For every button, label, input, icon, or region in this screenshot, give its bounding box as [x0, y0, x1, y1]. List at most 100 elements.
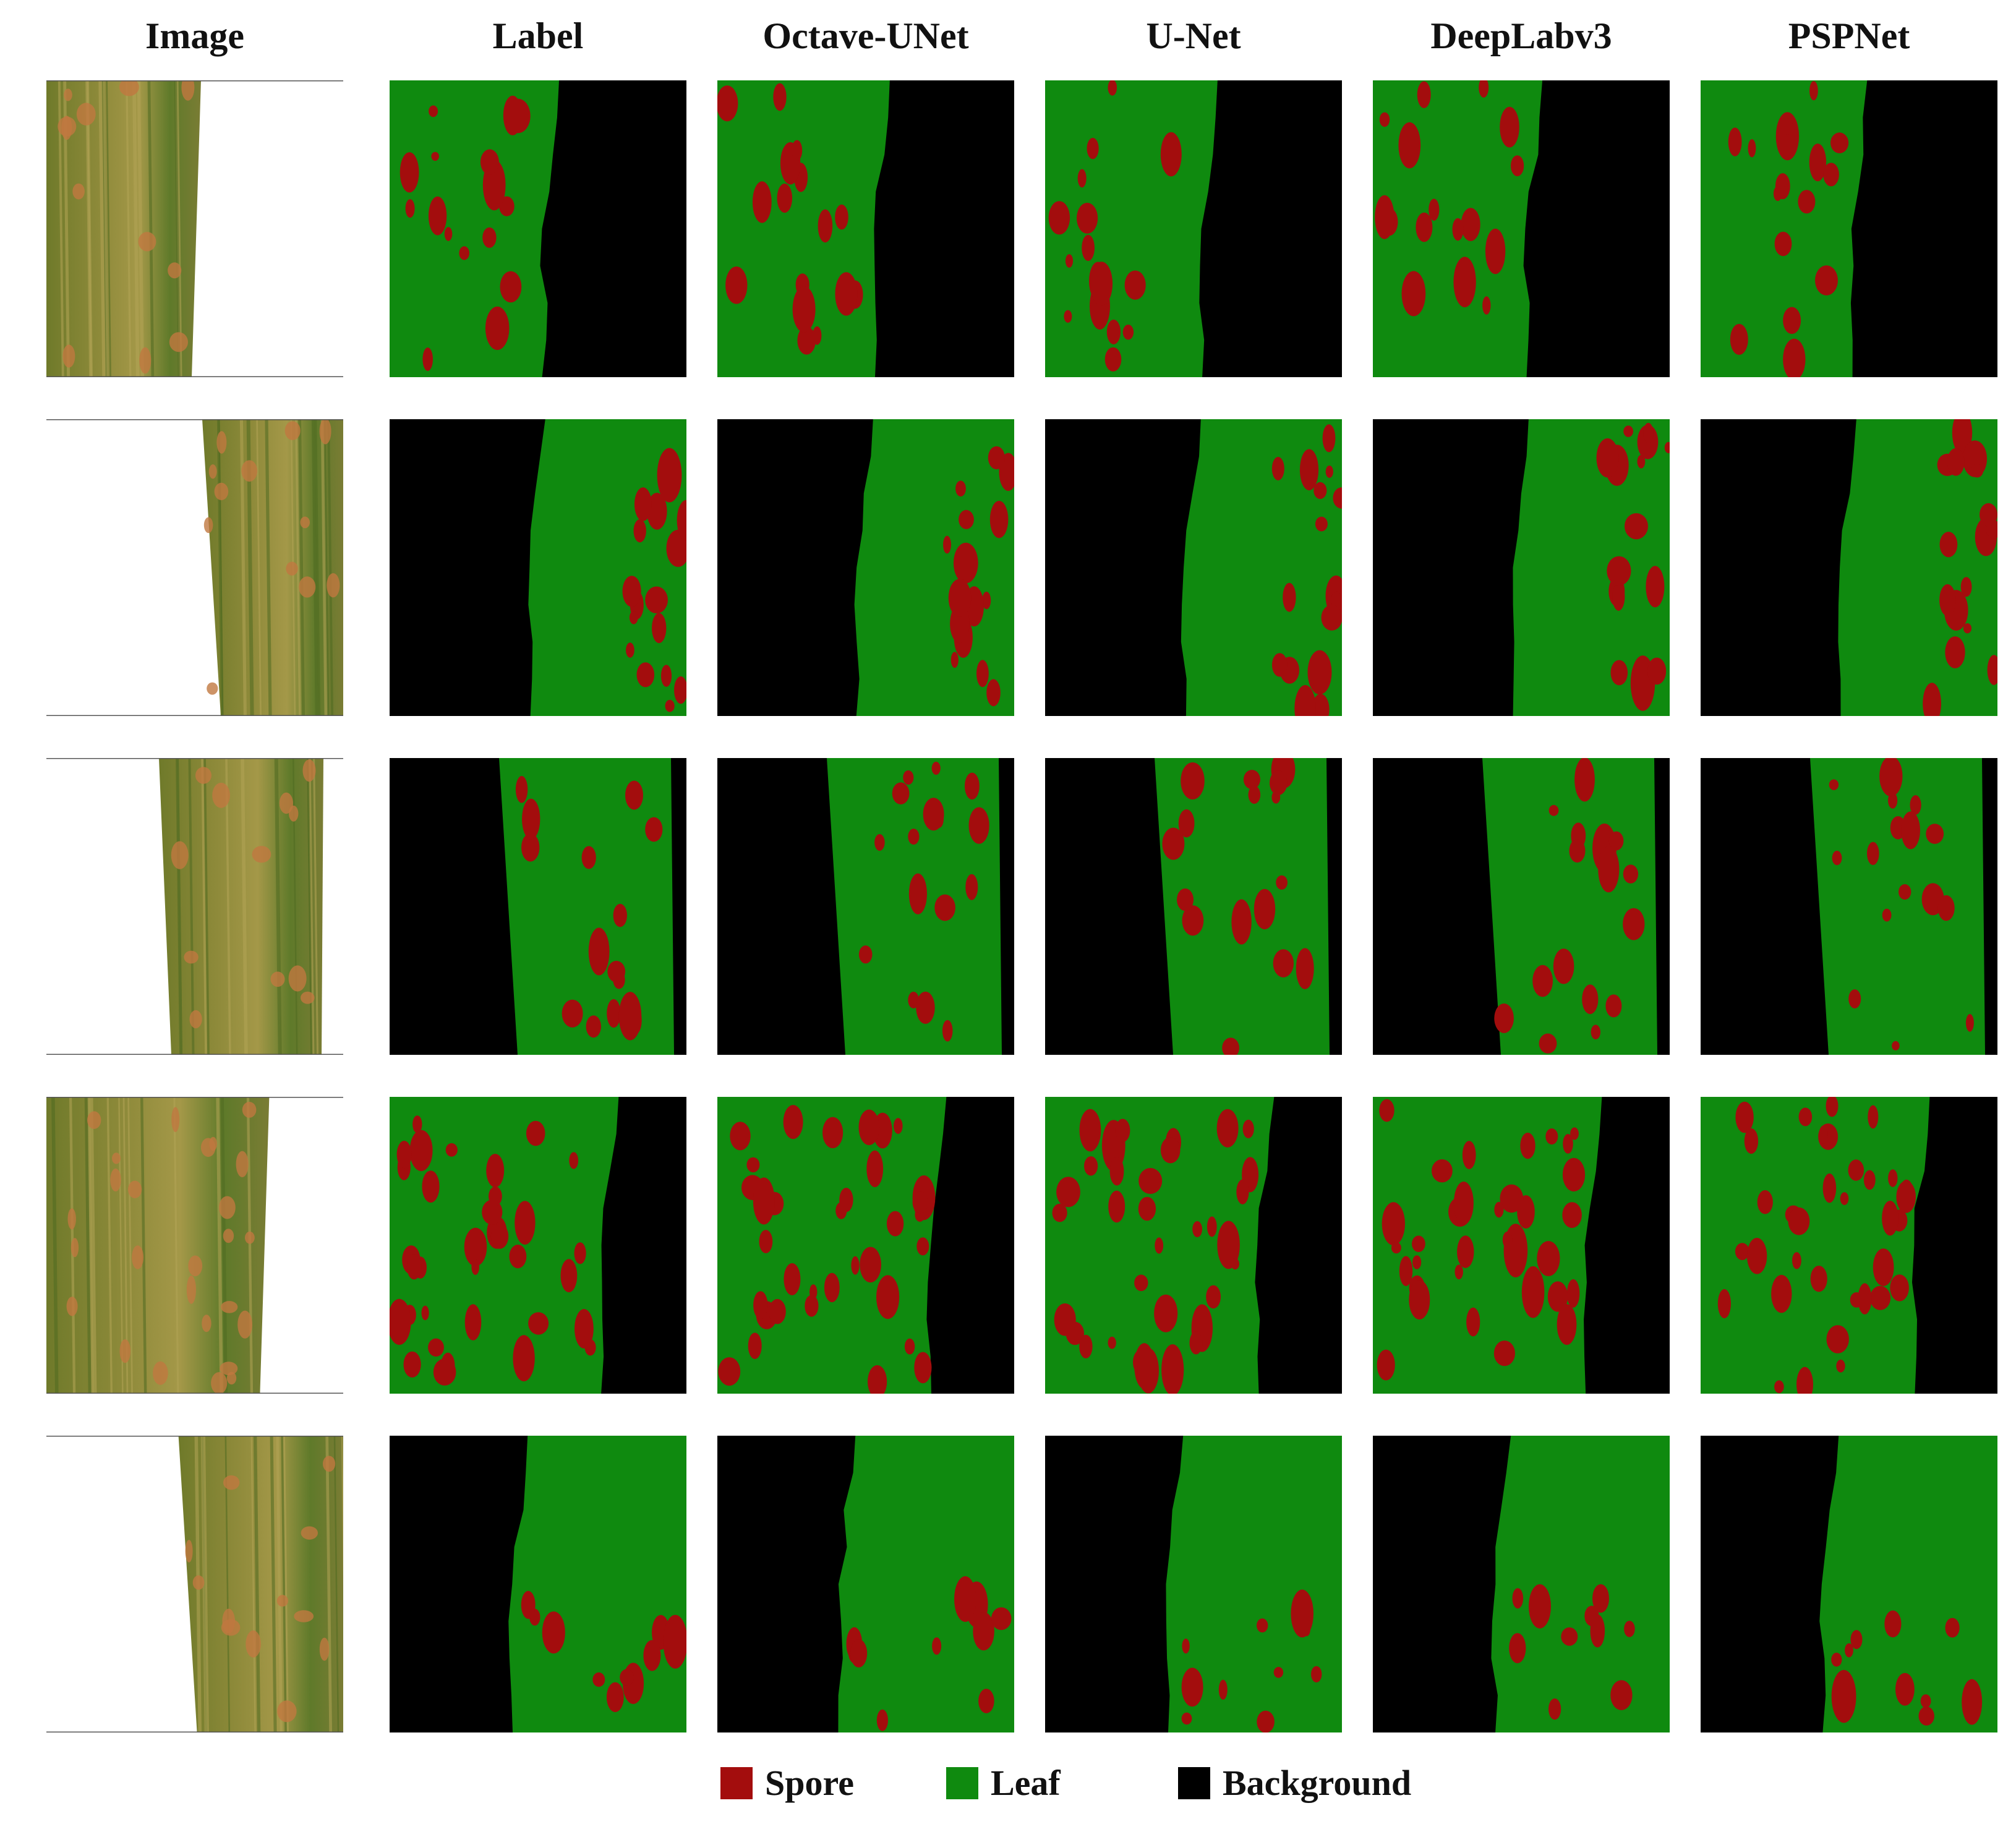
spore-region [1399, 1256, 1413, 1286]
tile-deeplabv3-row-1 [1373, 80, 1670, 377]
spore-region [560, 1259, 578, 1293]
spore-region [1592, 1584, 1609, 1613]
spore-region [1296, 948, 1314, 989]
spore-region [835, 204, 848, 230]
leaf-vein [84, 1097, 92, 1394]
spore-region [1134, 1274, 1148, 1292]
tile-octave-unet-row-1 [717, 80, 1014, 377]
spore-region [1192, 1221, 1202, 1237]
spore-region [1104, 347, 1122, 372]
spore-region [746, 1157, 760, 1173]
tile-octave-unet-row-5 [717, 1436, 1014, 1732]
spore-region [1137, 1348, 1159, 1394]
spore-region [904, 1338, 915, 1355]
spore-region [813, 326, 822, 345]
leaf-vein [298, 419, 305, 716]
spore-region [636, 662, 655, 688]
tile-octave-unet-row-2 [717, 419, 1014, 716]
rust-pustule [294, 1610, 314, 1622]
spore-region [1845, 1643, 1853, 1658]
spore-region [1079, 1334, 1093, 1358]
spore-region [1566, 1279, 1580, 1308]
rust-pustule [139, 347, 152, 374]
rust-pustule [189, 1010, 202, 1029]
spore-region [625, 780, 643, 810]
segmentation-mask-row-1 [1373, 80, 1670, 377]
spore-region [1315, 516, 1328, 532]
spore-region [777, 183, 793, 213]
spore-region [1270, 770, 1288, 795]
spore-region [482, 1200, 503, 1225]
rust-pustule [245, 1231, 255, 1244]
spore-region [1624, 1621, 1635, 1637]
spore-region [626, 642, 634, 658]
tile-label-row-3 [390, 758, 686, 1055]
spore-region [1830, 132, 1849, 153]
spore-region [908, 829, 920, 845]
spore-region [592, 1672, 605, 1687]
spore-region [482, 227, 497, 248]
spore-region [1181, 1668, 1203, 1707]
rust-pustule [209, 1136, 218, 1151]
spore-region [428, 1338, 444, 1357]
spore-region [1965, 1014, 1974, 1032]
tile-deeplabv3-row-4 [1373, 1097, 1670, 1394]
spore-region [1923, 683, 1941, 716]
leaf-vein [106, 1097, 113, 1394]
spore-region [1863, 1170, 1876, 1190]
spore-region [629, 611, 638, 624]
leaf-photo [46, 1097, 270, 1394]
rust-pustule [284, 421, 301, 440]
rust-pustule [138, 232, 156, 252]
spore-region [1217, 1221, 1240, 1269]
spore-region [1836, 1359, 1845, 1373]
spore-region [1796, 1366, 1813, 1394]
tile-deeplabv3-row-3 [1373, 758, 1670, 1055]
spore-region [1832, 850, 1842, 866]
leaf-vein [173, 1097, 179, 1394]
spore-region [1054, 1303, 1076, 1336]
segmentation-mask-row-5 [717, 1436, 1014, 1732]
spore-region [851, 1256, 860, 1275]
segmentation-mask-row-5 [390, 1436, 686, 1732]
spore-region [1962, 1679, 1983, 1725]
spore-region [445, 1143, 458, 1157]
spore-region [622, 576, 641, 607]
rust-pustule [128, 1180, 142, 1198]
leaf-vein [323, 419, 330, 716]
spore-region [1454, 1264, 1463, 1280]
tile-label-row-2 [390, 419, 686, 716]
leaf-vein [320, 419, 328, 716]
leaf-region [838, 1436, 1014, 1732]
spore-region [1529, 1584, 1551, 1629]
spore-region [1901, 811, 1920, 850]
leaf-region [1373, 1097, 1602, 1394]
rust-pustule [276, 1595, 288, 1607]
spore-region [1730, 323, 1748, 355]
rust-pustule [242, 1102, 257, 1118]
spore-region [1582, 984, 1599, 1015]
spore-region [1218, 1679, 1228, 1700]
spore-region [1108, 80, 1117, 96]
spore-region [606, 1682, 624, 1712]
spore-region [1918, 1707, 1934, 1726]
spore-region [986, 679, 1001, 707]
leaf-vein [325, 1436, 333, 1732]
column-header-label: Label [492, 15, 584, 56]
leaf-region [1701, 1097, 1930, 1394]
spore-region [1728, 127, 1742, 156]
leaf-vein [201, 758, 208, 1055]
spore-region [916, 991, 935, 1024]
tile-label-row-4 [390, 1097, 686, 1394]
spore-region [506, 98, 531, 134]
spore-region [903, 770, 914, 785]
spore-region [923, 798, 944, 831]
spore-region [1181, 1712, 1192, 1725]
leaf-vein [175, 80, 182, 377]
spore-region [500, 271, 522, 303]
spore-region [1890, 1274, 1909, 1302]
spore-region [868, 1365, 887, 1394]
segmentation-mask-row-3 [1045, 758, 1342, 1055]
tile-label-row-1 [390, 80, 686, 377]
spore-region [665, 699, 675, 712]
